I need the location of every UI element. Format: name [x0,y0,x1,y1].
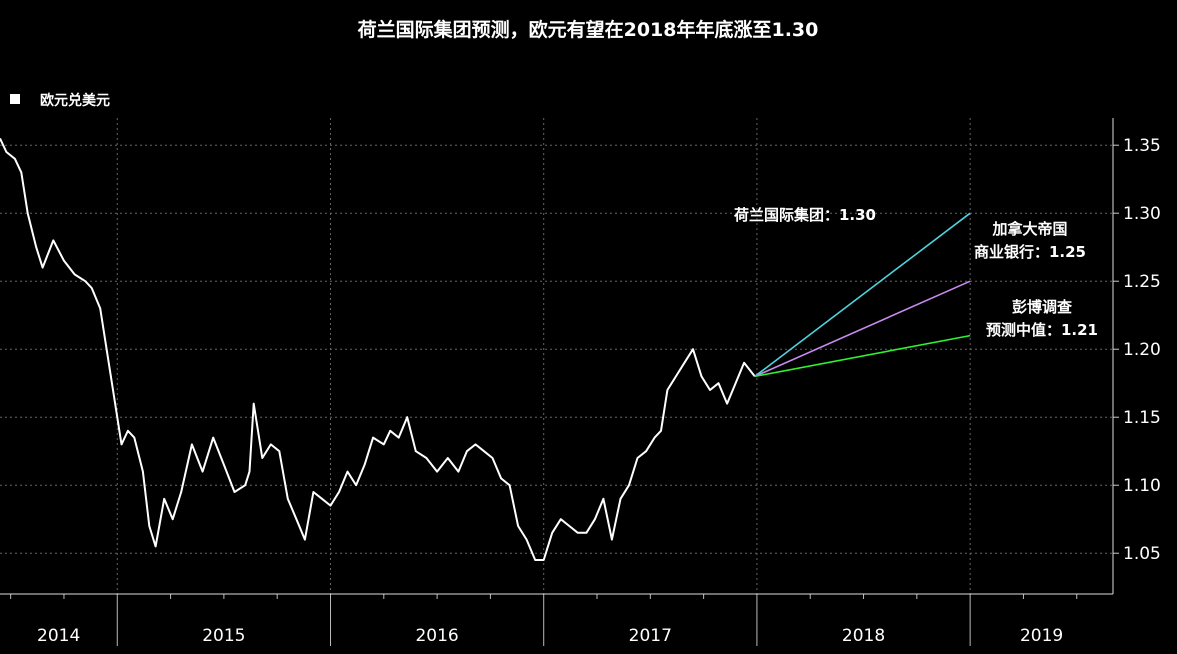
y-tick-label: 1.25 [1123,272,1161,292]
y-tick-label: 1.05 [1123,544,1161,564]
forecast-line [754,280,971,378]
forecast-annotation: 加拿大帝国商业银行：1.25 [974,220,1086,261]
x-year-label: 2014 [37,626,80,646]
chart-title: 荷兰国际集团预测，欧元有望在2018年年底涨至1.30 [358,18,819,41]
forecast-annotation: 彭博调查预测中值：1.21 [986,298,1098,339]
forecast-line [754,334,971,378]
grid [0,118,1113,594]
x-year-label: 2015 [202,626,245,646]
legend-label: 欧元兑美元 [40,92,110,109]
annotation-line: 商业银行：1.25 [974,243,1086,261]
y-tick-label: 1.30 [1123,204,1161,224]
y-tick-label: 1.35 [1123,136,1161,156]
forecast-line [754,212,971,378]
y-tick-label: 1.15 [1123,408,1161,428]
y-tick-label: 1.20 [1123,340,1161,360]
x-year-label: 2016 [415,626,458,646]
annotation-line: 荷兰国际集团：1.30 [734,206,876,224]
x-year-label: 2019 [1020,626,1063,646]
x-year-label: 2017 [629,626,672,646]
legend-swatch [10,94,20,104]
x-year-label: 2018 [842,626,885,646]
annotations: 荷兰国际集团：1.30 加拿大帝国商业银行：1.25 彭博调查预测中值：1.21 [734,206,1098,339]
annotation-line: 加拿大帝国 [991,220,1067,238]
forecast-annotation: 荷兰国际集团：1.30 [734,206,876,224]
eurusd-line [0,137,756,561]
annotation-line: 彭博调查 [1012,298,1073,316]
annotation-line: 预测中值：1.21 [986,321,1098,339]
axes: 1.05 1.10 1.15 1.20 1.25 1.30 1.35 2014 2015 2016… [0,118,1161,646]
series-layer [0,137,971,561]
y-tick-label: 1.10 [1123,476,1161,496]
